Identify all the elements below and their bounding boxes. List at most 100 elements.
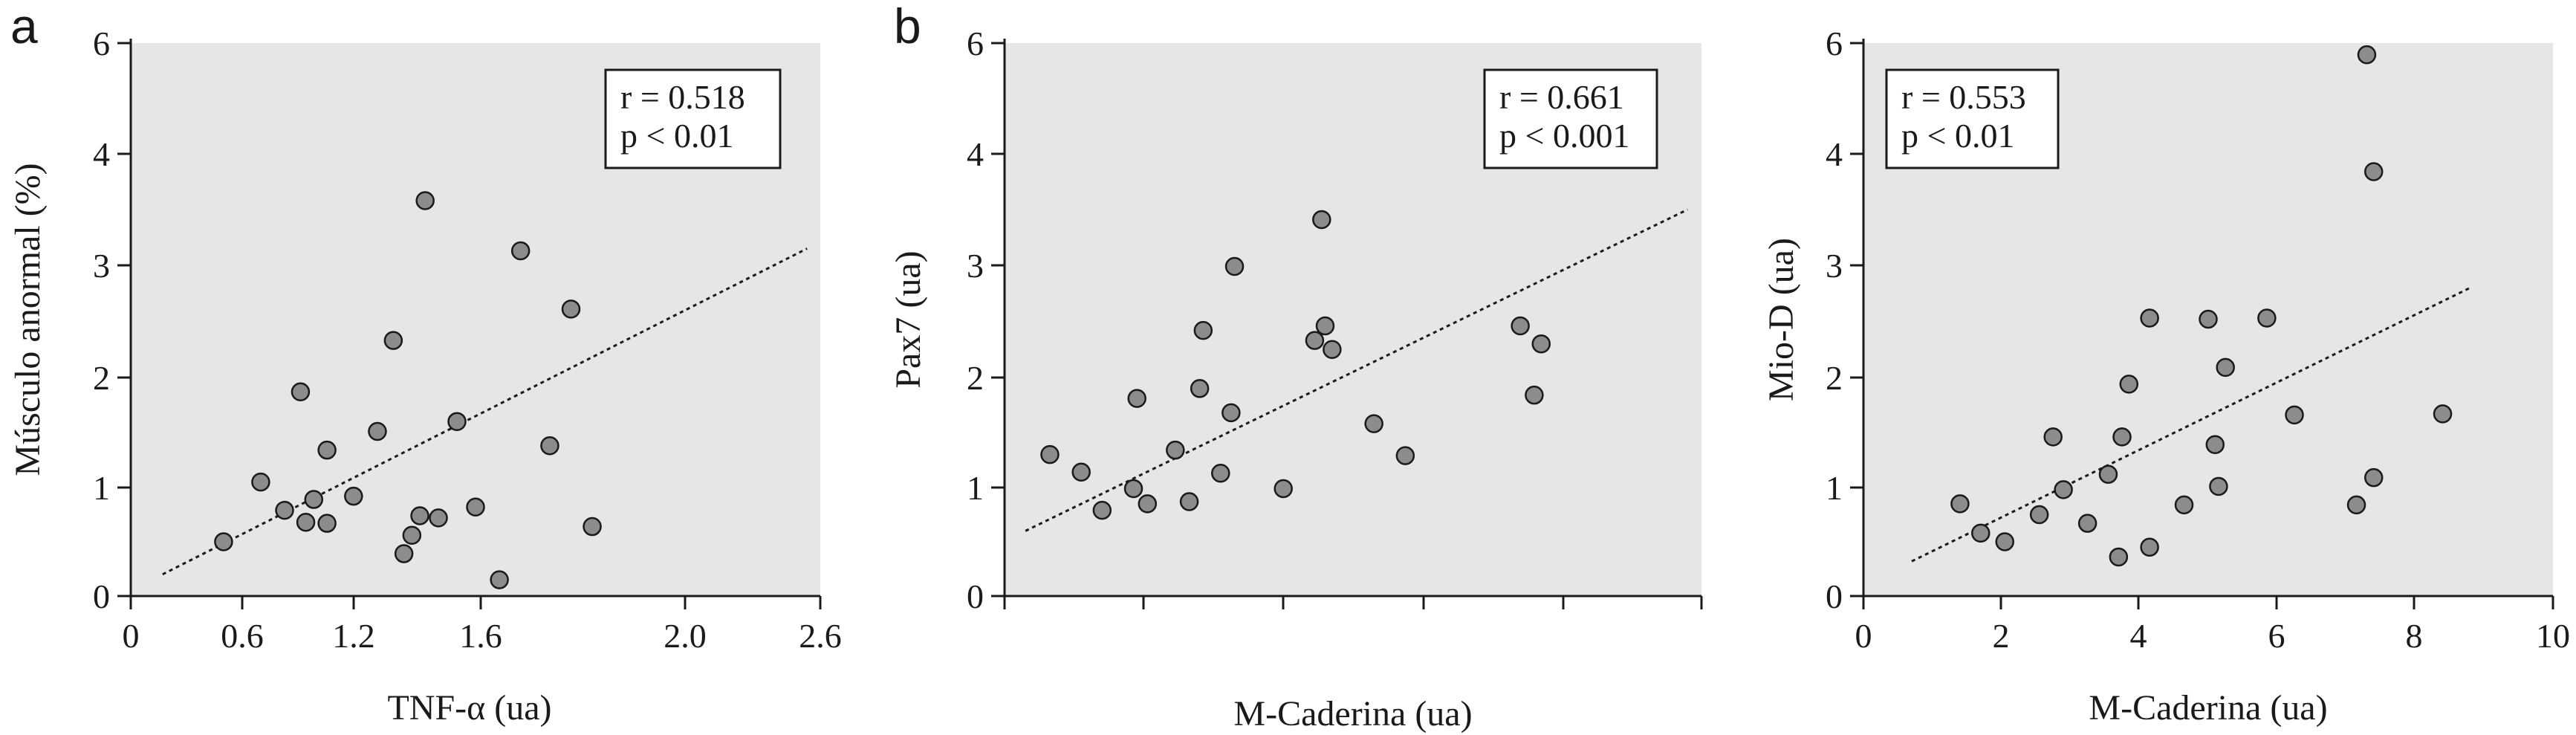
- data-point: [2112, 427, 2132, 447]
- data-point: [2174, 495, 2194, 515]
- x-tick-label: 10: [2536, 617, 2570, 655]
- stat-r: r = 0.553: [1901, 78, 2026, 116]
- data-point: [2043, 427, 2063, 447]
- x-tick-label: 6: [2268, 617, 2285, 655]
- data-point: [1525, 385, 1544, 405]
- x-tick-label: 2: [1993, 617, 2010, 655]
- data-point: [1995, 532, 2014, 551]
- data-point: [394, 544, 414, 563]
- data-point: [2209, 476, 2228, 496]
- x-tick-label: 1.6: [459, 617, 502, 655]
- data-point: [1364, 414, 1383, 433]
- y-axis-title: Pax7 (ua): [889, 250, 928, 388]
- stat-r: r = 0.661: [1499, 78, 1624, 116]
- data-point: [1222, 403, 1241, 423]
- y-tick-label: 0: [93, 577, 110, 615]
- y-tick-label: 1: [93, 469, 110, 507]
- x-tick-label: 8: [2406, 617, 2423, 655]
- data-point: [490, 570, 509, 589]
- x-tick-label: 0: [1855, 617, 1872, 655]
- x-tick-label: 0: [123, 617, 140, 655]
- data-point: [2077, 514, 2098, 533]
- data-point: [1315, 316, 1335, 336]
- y-tick-label: 4: [93, 135, 110, 173]
- stat-p: p < 0.01: [620, 117, 733, 155]
- x-tick-label: 0.6: [221, 617, 264, 655]
- data-point: [540, 436, 559, 456]
- data-point: [1531, 334, 1551, 354]
- data-point: [1274, 479, 1293, 499]
- y-tick-label: 6: [1826, 25, 1843, 62]
- stat-p: p < 0.001: [1499, 117, 1629, 155]
- data-point: [317, 514, 337, 533]
- y-tick-label: 2: [967, 359, 984, 397]
- x-tick-label: 4: [2130, 617, 2147, 655]
- data-point: [1123, 479, 1143, 499]
- data-point: [1193, 320, 1213, 340]
- data-point: [344, 486, 363, 506]
- y-tick-label: 3: [967, 247, 984, 285]
- data-point: [2205, 435, 2225, 455]
- data-point: [2029, 505, 2049, 525]
- data-point: [2346, 495, 2366, 515]
- data-point: [2357, 45, 2377, 65]
- data-point: [296, 512, 316, 532]
- y-tick-label: 0: [1826, 577, 1843, 615]
- data-point: [2054, 480, 2073, 499]
- y-tick-label: 2: [93, 359, 110, 397]
- data-point: [2257, 308, 2277, 328]
- x-axis-title: M-Caderina (ua): [2089, 688, 2327, 728]
- x-tick-label: 2.0: [664, 617, 707, 655]
- data-point: [2364, 162, 2384, 181]
- data-point: [415, 191, 435, 210]
- x-axis-title: TNF-α (ua): [387, 688, 551, 728]
- y-tick-label: 3: [93, 247, 110, 285]
- data-point: [291, 382, 311, 401]
- data-point: [368, 421, 387, 441]
- data-point: [1312, 210, 1331, 230]
- data-point: [1950, 494, 1970, 514]
- data-point: [447, 412, 467, 431]
- data-point: [1071, 462, 1091, 482]
- data-point: [410, 506, 429, 525]
- data-point: [317, 440, 337, 460]
- data-point: [561, 299, 581, 319]
- data-point: [1395, 446, 1415, 465]
- x-tick-label: 1.2: [332, 617, 375, 655]
- data-point: [1166, 440, 1185, 460]
- stat-r: r = 0.518: [620, 78, 745, 116]
- data-point: [275, 500, 294, 520]
- data-point: [1511, 316, 1530, 336]
- stats-box: [1885, 68, 2060, 169]
- data-point: [510, 241, 531, 261]
- stats-box: [604, 68, 782, 169]
- x-axis-title: M-Caderina (ua): [1233, 694, 1472, 734]
- data-point: [429, 508, 448, 528]
- y-axis-title: Músculo anormal (%): [8, 163, 48, 476]
- data-point: [1138, 494, 1158, 514]
- data-point: [2364, 467, 2384, 488]
- y-tick-label: 4: [967, 135, 984, 173]
- y-tick-label: 1: [1826, 469, 1843, 507]
- data-point: [1224, 256, 1245, 276]
- data-point: [402, 525, 422, 545]
- data-point: [1305, 331, 1325, 350]
- panel-letter-b: b: [894, 0, 921, 54]
- trend-line: [162, 247, 808, 576]
- x-tick-label: 2.6: [799, 617, 842, 655]
- y-axis-title: Mio-D (ua): [1762, 238, 1801, 401]
- data-point: [2119, 375, 2139, 394]
- data-point: [383, 331, 403, 350]
- data-point: [2199, 309, 2218, 329]
- y-tick-label: 0: [967, 577, 984, 615]
- panel-letter-a: a: [10, 0, 38, 54]
- y-tick-label: 2: [1826, 359, 1843, 397]
- data-point: [2433, 404, 2453, 424]
- data-point: [2140, 308, 2159, 328]
- data-point: [1971, 523, 1991, 543]
- data-point: [1179, 492, 1199, 511]
- data-point: [1092, 500, 1112, 520]
